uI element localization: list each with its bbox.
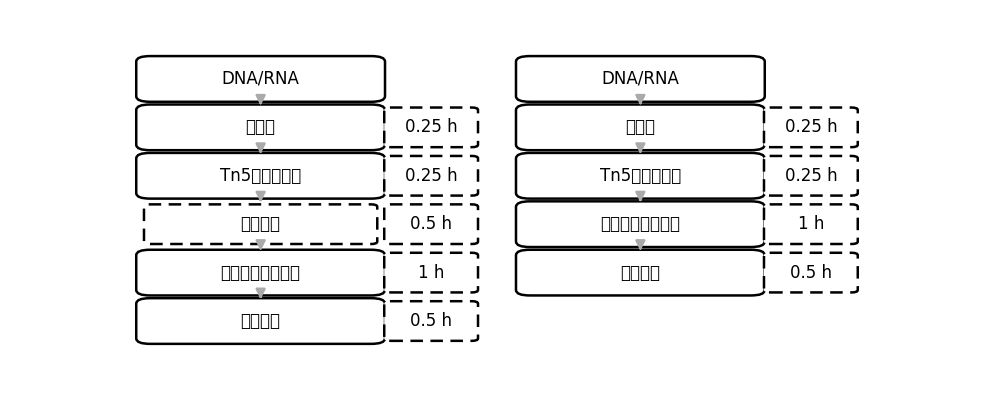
Text: 1 h: 1 h <box>798 215 824 233</box>
Text: 0.5 h: 0.5 h <box>410 215 452 233</box>
Text: 1 h: 1 h <box>418 264 444 282</box>
Text: 逆转录: 逆转录 <box>246 118 276 136</box>
Text: DNA/RNA: DNA/RNA <box>222 70 300 88</box>
Text: DNA/RNA: DNA/RNA <box>601 70 679 88</box>
Text: Tn5转坐酶打断: Tn5转坐酶打断 <box>600 167 681 185</box>
Text: 钉置换和文库扩增: 钉置换和文库扩增 <box>600 215 680 233</box>
FancyBboxPatch shape <box>516 105 765 150</box>
Text: Tn5转坐酶打断: Tn5转坐酶打断 <box>220 167 301 185</box>
Text: 磁珠纯化: 磁珠纯化 <box>241 312 281 330</box>
FancyBboxPatch shape <box>384 301 478 341</box>
FancyBboxPatch shape <box>516 153 765 198</box>
FancyBboxPatch shape <box>764 253 858 292</box>
Text: 磁珠纯化: 磁珠纯化 <box>620 264 660 282</box>
FancyBboxPatch shape <box>136 105 385 150</box>
FancyBboxPatch shape <box>384 253 478 292</box>
FancyBboxPatch shape <box>144 204 377 244</box>
FancyBboxPatch shape <box>764 156 858 196</box>
Text: 磁珠纯化: 磁珠纯化 <box>241 215 281 233</box>
Text: 0.25 h: 0.25 h <box>785 118 837 136</box>
Text: 0.25 h: 0.25 h <box>405 118 457 136</box>
FancyBboxPatch shape <box>136 56 385 102</box>
FancyBboxPatch shape <box>516 56 765 102</box>
FancyBboxPatch shape <box>136 250 385 296</box>
FancyBboxPatch shape <box>136 298 385 344</box>
Text: 0.5 h: 0.5 h <box>410 312 452 330</box>
Text: 钉置换和文库扩增: 钉置换和文库扩增 <box>221 264 301 282</box>
FancyBboxPatch shape <box>384 156 478 196</box>
FancyBboxPatch shape <box>136 153 385 198</box>
FancyBboxPatch shape <box>384 108 478 147</box>
Text: 逆转录: 逆转录 <box>625 118 655 136</box>
Text: 0.5 h: 0.5 h <box>790 264 832 282</box>
FancyBboxPatch shape <box>764 204 858 244</box>
Text: 0.25 h: 0.25 h <box>405 167 457 185</box>
FancyBboxPatch shape <box>516 250 765 296</box>
Text: 0.25 h: 0.25 h <box>785 167 837 185</box>
FancyBboxPatch shape <box>384 204 478 244</box>
FancyBboxPatch shape <box>516 201 765 247</box>
FancyBboxPatch shape <box>764 108 858 147</box>
